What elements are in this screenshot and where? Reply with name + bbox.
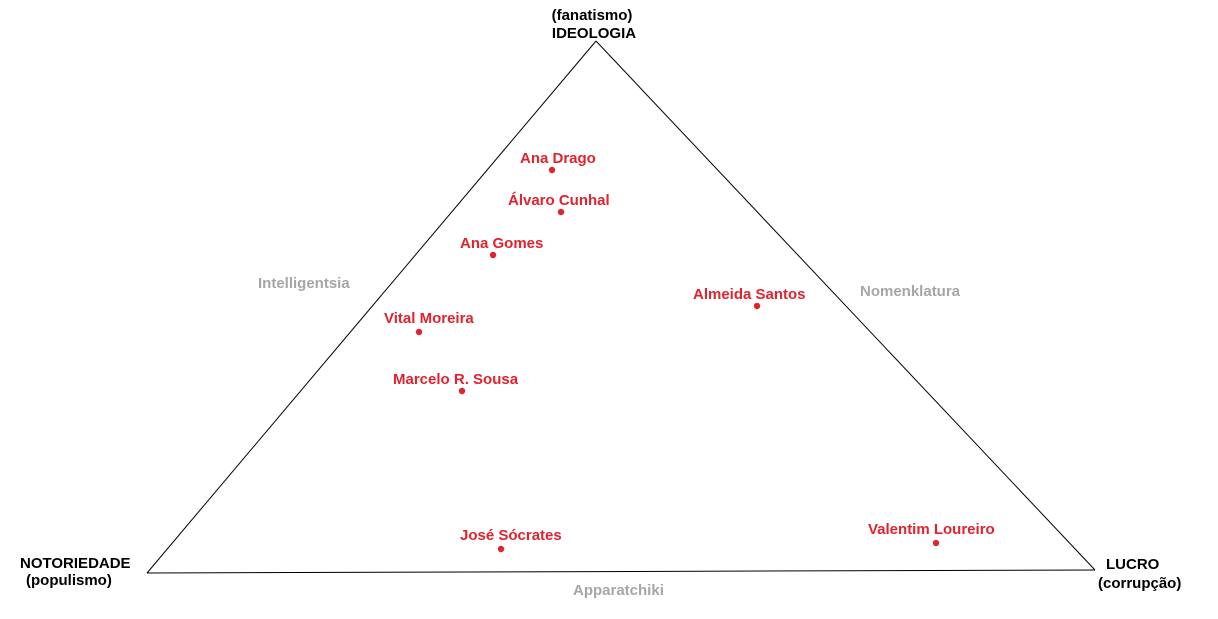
vertex-top-title: IDEOLOGIA xyxy=(552,25,636,42)
triangle xyxy=(146,40,1096,574)
side-right-label: Nomenklatura xyxy=(860,283,961,300)
side-bottom-label: Apparatchiki xyxy=(573,582,664,599)
vertex-left: NOTORIEDADE (populismo) xyxy=(20,555,131,589)
vertex-top-subtitle: (fanatismo) xyxy=(552,7,633,24)
person-point xyxy=(548,166,556,174)
person-label: Vital Moreira xyxy=(384,310,474,327)
vertex-top: (fanatismo) IDEOLOGIA xyxy=(552,7,637,42)
person-ana-gomes: Ana Gomes xyxy=(460,235,543,259)
person-almeida-santos: Almeida Santos xyxy=(693,286,806,310)
vertex-right-title: LUCRO xyxy=(1106,556,1160,573)
person-label: Almeida Santos xyxy=(693,286,806,303)
side-left-label: Intelligentsia xyxy=(258,275,350,292)
person-alvaro-cunhal: Álvaro Cunhal xyxy=(508,192,610,216)
edge-bottom xyxy=(146,569,1096,574)
person-label: Valentim Loureiro xyxy=(868,521,995,538)
person-point xyxy=(557,208,565,216)
person-point xyxy=(415,328,423,336)
person-label: Álvaro Cunhal xyxy=(508,192,610,209)
person-label: Ana Gomes xyxy=(460,235,543,252)
vertex-right-subtitle: (corrupção) xyxy=(1098,575,1181,592)
vertex-right: LUCRO (corrupção) xyxy=(1098,556,1181,592)
edge-left xyxy=(146,40,597,574)
person-valentim-loureiro: Valentim Loureiro xyxy=(868,521,995,547)
person-vital-moreira: Vital Moreira xyxy=(384,310,474,336)
person-label: José Sócrates xyxy=(460,527,562,544)
person-point xyxy=(497,545,505,553)
vertex-left-title: NOTORIEDADE xyxy=(20,555,131,572)
vertex-left-subtitle: (populismo) xyxy=(26,572,112,589)
person-label: Marcelo R. Sousa xyxy=(393,371,519,388)
person-point xyxy=(489,251,497,259)
person-jose-socrates: José Sócrates xyxy=(460,527,562,553)
person-label: Ana Drago xyxy=(520,150,596,167)
person-marcelo-r-sousa: Marcelo R. Sousa xyxy=(393,371,519,395)
person-ana-drago: Ana Drago xyxy=(520,150,596,174)
edge-right xyxy=(595,40,1096,571)
person-point xyxy=(932,539,940,547)
person-point xyxy=(753,302,761,310)
person-point xyxy=(458,387,466,395)
